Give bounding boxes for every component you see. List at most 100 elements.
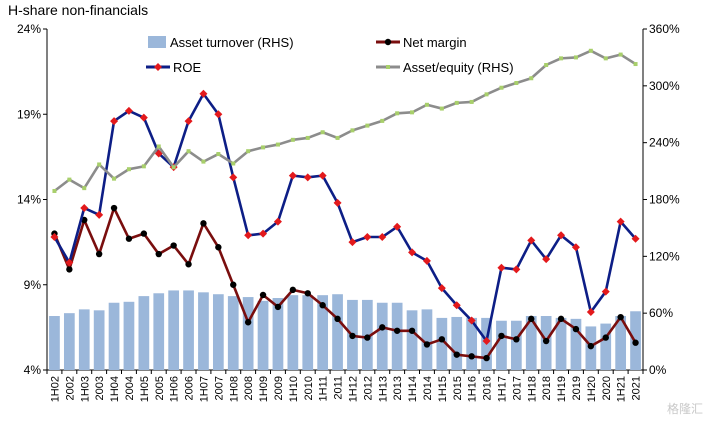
x-tick-label: 2002 bbox=[64, 376, 76, 400]
x-tick-label: 2008 bbox=[243, 376, 255, 400]
right-axis-ticks: 0% 60% 120% 180% 240% 300% 360% bbox=[643, 22, 680, 377]
asset-equity-rhs-point bbox=[126, 167, 131, 172]
asset-equity-rhs-point bbox=[499, 85, 504, 90]
asset-turnover-bar bbox=[302, 295, 314, 370]
asset-equity-rhs-point bbox=[514, 80, 519, 85]
net-margin-point bbox=[498, 332, 505, 340]
net-margin-point bbox=[125, 235, 133, 242]
x-tick-label: 1H10 bbox=[288, 376, 300, 402]
net-margin-point bbox=[259, 291, 267, 299]
x-tick-label: 1H04 bbox=[109, 376, 121, 402]
watermark: 格隆汇 bbox=[666, 402, 703, 416]
asset-equity-rhs-point bbox=[618, 52, 623, 57]
asset-equity-rhs-point bbox=[97, 162, 102, 167]
net-margin-point bbox=[185, 261, 192, 268]
asset-turnover-bar bbox=[600, 323, 612, 370]
legend: Asset turnover (RHS) Net margin ROE Asset/e… bbox=[146, 35, 514, 75]
plot-area bbox=[46, 29, 644, 371]
roe-point bbox=[214, 110, 223, 119]
right-tick-label: 0% bbox=[649, 363, 667, 377]
x-tick-label: 1H11 bbox=[318, 376, 330, 401]
asset-turnover-bar bbox=[555, 317, 567, 370]
legend-label-asset-equity-rhs: Asset/equity (RHS) bbox=[403, 60, 514, 75]
roe-point bbox=[50, 233, 59, 242]
roe-point bbox=[199, 89, 208, 98]
x-tick-label: 2007 bbox=[213, 376, 225, 400]
right-tick-label: 300% bbox=[649, 79, 680, 93]
roe-point bbox=[80, 204, 89, 213]
asset-turnover-bar bbox=[272, 298, 284, 370]
x-tick-label: 1H19 bbox=[556, 376, 568, 402]
asset-turnover-bar bbox=[108, 302, 120, 370]
x-tick-label: 2005 bbox=[154, 376, 166, 400]
x-tick-label: 2015 bbox=[452, 376, 464, 400]
x-tick-label: 1H05 bbox=[139, 376, 151, 402]
roe-point bbox=[273, 217, 282, 226]
asset-turnover-bar bbox=[168, 290, 180, 370]
series-lines bbox=[50, 48, 640, 362]
net-margin-point bbox=[587, 342, 595, 350]
roe-point bbox=[348, 238, 357, 247]
net-margin-point bbox=[334, 315, 341, 323]
asset-turnover-bar bbox=[332, 294, 343, 370]
x-tick-label: 2021 bbox=[631, 376, 643, 400]
net-margin-point bbox=[155, 250, 162, 258]
asset-turnover-bar bbox=[78, 309, 90, 370]
left-tick-label: 19% bbox=[17, 107, 41, 121]
asset-equity-rhs-point bbox=[201, 159, 206, 164]
net-margin-point bbox=[393, 327, 401, 334]
asset-turnover-bar bbox=[436, 317, 448, 370]
x-axis-ticks: 1H02 2002 1H03 2003 1H04 2004 1H05 2005 1H06 2006… bbox=[46, 370, 644, 402]
left-axis-ticks: 4% 9% 14% 19% 24% bbox=[17, 22, 47, 377]
x-tick-label: 1H07 bbox=[198, 376, 210, 402]
asset-equity-rhs-point bbox=[275, 142, 280, 147]
asset-equity-rhs-point bbox=[573, 55, 578, 60]
net-margin-point bbox=[304, 290, 311, 297]
asset-equity-rhs-point bbox=[529, 76, 534, 81]
asset-equity-rhs-point bbox=[350, 128, 355, 133]
asset-turnover-bar bbox=[510, 320, 522, 370]
net-margin-point bbox=[632, 339, 639, 346]
net-margin-point bbox=[215, 244, 222, 251]
asset-turnover-bar bbox=[257, 300, 269, 370]
roe-point bbox=[139, 113, 148, 122]
x-tick-label: 2014 bbox=[422, 376, 434, 400]
right-tick-label: 360% bbox=[649, 22, 680, 36]
net-margin-point bbox=[140, 230, 148, 237]
asset-turnover-bar bbox=[287, 295, 299, 370]
asset-turnover-bar bbox=[49, 316, 60, 370]
roe-point bbox=[586, 308, 595, 317]
asset-equity-rhs-point bbox=[424, 102, 429, 107]
asset-equity-rhs-point bbox=[156, 144, 161, 149]
x-tick-label: 1H18 bbox=[526, 376, 538, 402]
roe-point bbox=[259, 229, 268, 238]
right-tick-label: 120% bbox=[649, 249, 680, 263]
roe-point bbox=[482, 337, 491, 346]
asset-turnover-bar bbox=[153, 293, 165, 370]
x-tick-label: 1H14 bbox=[407, 376, 419, 402]
net-margin-point bbox=[364, 334, 371, 341]
asset-turnover-bar bbox=[123, 301, 135, 370]
legend-marker-asset-equity-rhs bbox=[386, 65, 390, 69]
asset-turnover-bar bbox=[421, 309, 433, 370]
legend-label-roe: ROE bbox=[173, 60, 202, 75]
x-tick-label: 1H20 bbox=[586, 376, 598, 402]
asset-turnover-bar bbox=[93, 310, 105, 370]
roe-point bbox=[184, 117, 193, 126]
asset-equity-rhs-point bbox=[82, 186, 87, 191]
asset-equity-rhs-point bbox=[67, 177, 72, 182]
net-margin-point bbox=[468, 353, 475, 360]
asset-turnover-bar bbox=[198, 292, 209, 370]
left-tick-label: 24% bbox=[17, 22, 41, 36]
roe-point bbox=[318, 171, 327, 180]
asset-equity-rhs-point bbox=[484, 92, 489, 97]
x-tick-label: 2019 bbox=[571, 376, 583, 400]
asset-equity-rhs-point bbox=[410, 110, 415, 115]
left-tick-label: 9% bbox=[24, 278, 42, 292]
roe-point bbox=[110, 117, 119, 126]
roe-point bbox=[65, 258, 74, 267]
asset-turnover-bar bbox=[391, 302, 403, 370]
x-tick-label: 1H12 bbox=[347, 376, 359, 402]
roe-point bbox=[95, 210, 104, 219]
